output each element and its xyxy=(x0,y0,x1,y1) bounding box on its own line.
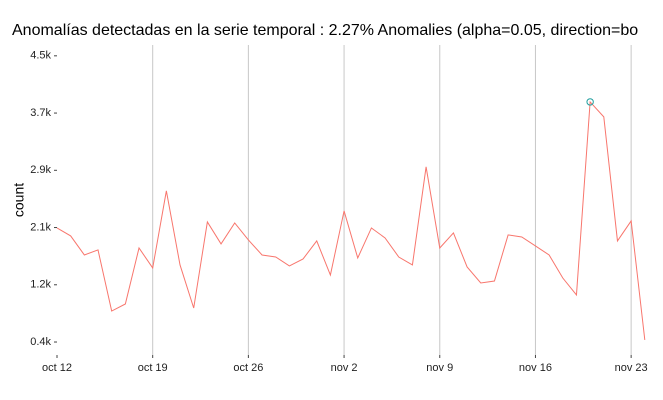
y-tick-label: 2.9k xyxy=(30,164,51,176)
x-tick-label: nov 16 xyxy=(519,362,552,374)
chart-title: Anomalías detectadas en la serie tempora… xyxy=(12,22,638,39)
x-tick-label: oct 12 xyxy=(42,362,72,374)
data-line xyxy=(56,100,646,341)
x-tick-label: nov 9 xyxy=(426,362,453,374)
x-tick-label: oct 26 xyxy=(233,362,263,374)
y-tick-label: 2.1k xyxy=(30,221,51,233)
y-tick-label: 1.2k xyxy=(30,279,51,291)
y-tick-label: 3.7k xyxy=(30,107,51,119)
y-axis-label: count xyxy=(11,183,27,217)
x-tick-label: nov 23 xyxy=(615,362,648,374)
x-tick-label: oct 19 xyxy=(138,362,168,374)
y-tick-label: 0.4k xyxy=(30,336,51,348)
y-tick-label: 4.5k xyxy=(30,50,51,62)
anomaly-point xyxy=(586,98,594,106)
x-tick-label: nov 2 xyxy=(331,362,358,374)
